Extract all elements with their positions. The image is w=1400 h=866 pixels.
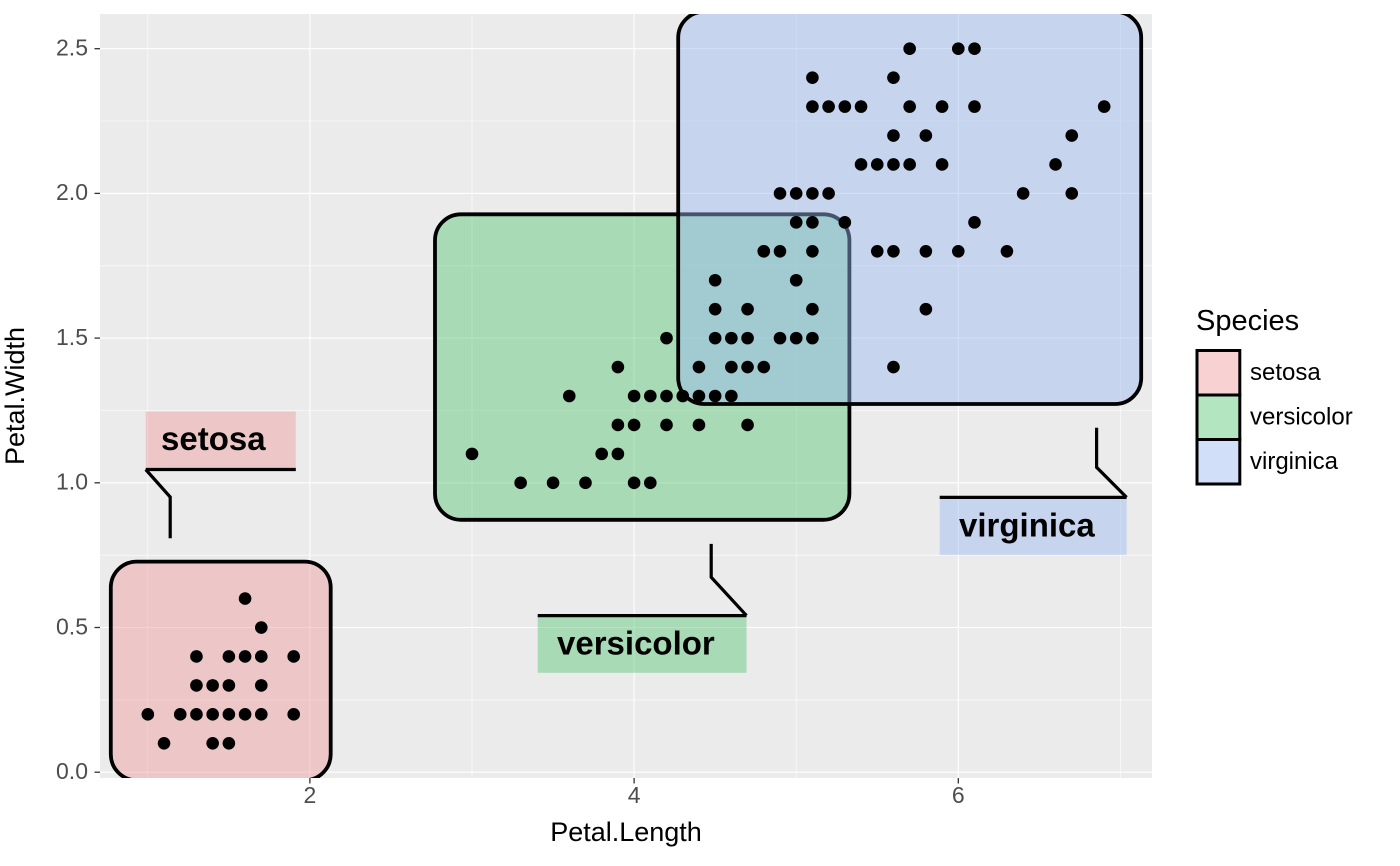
svg-text:1.5: 1.5 — [56, 324, 88, 350]
svg-text:4: 4 — [628, 782, 641, 808]
svg-text:versicolor: versicolor — [557, 625, 715, 662]
svg-text:Petal.Width: Petal.Width — [0, 327, 30, 465]
svg-text:setosa: setosa — [1250, 359, 1321, 386]
svg-text:0.5: 0.5 — [56, 613, 88, 639]
svg-text:2.0: 2.0 — [56, 179, 88, 205]
svg-text:1.0: 1.0 — [56, 469, 88, 495]
svg-text:Petal.Length: Petal.Length — [550, 817, 702, 847]
svg-text:versicolor: versicolor — [1250, 404, 1353, 431]
svg-text:2.5: 2.5 — [56, 35, 88, 61]
svg-text:6: 6 — [952, 782, 965, 808]
svg-text:2: 2 — [304, 782, 317, 808]
svg-text:setosa: setosa — [161, 420, 266, 457]
svg-text:virginica: virginica — [959, 507, 1095, 544]
svg-text:virginica: virginica — [1250, 448, 1339, 475]
svg-text:0.0: 0.0 — [56, 758, 88, 784]
svg-text:Species: Species — [1196, 305, 1299, 337]
